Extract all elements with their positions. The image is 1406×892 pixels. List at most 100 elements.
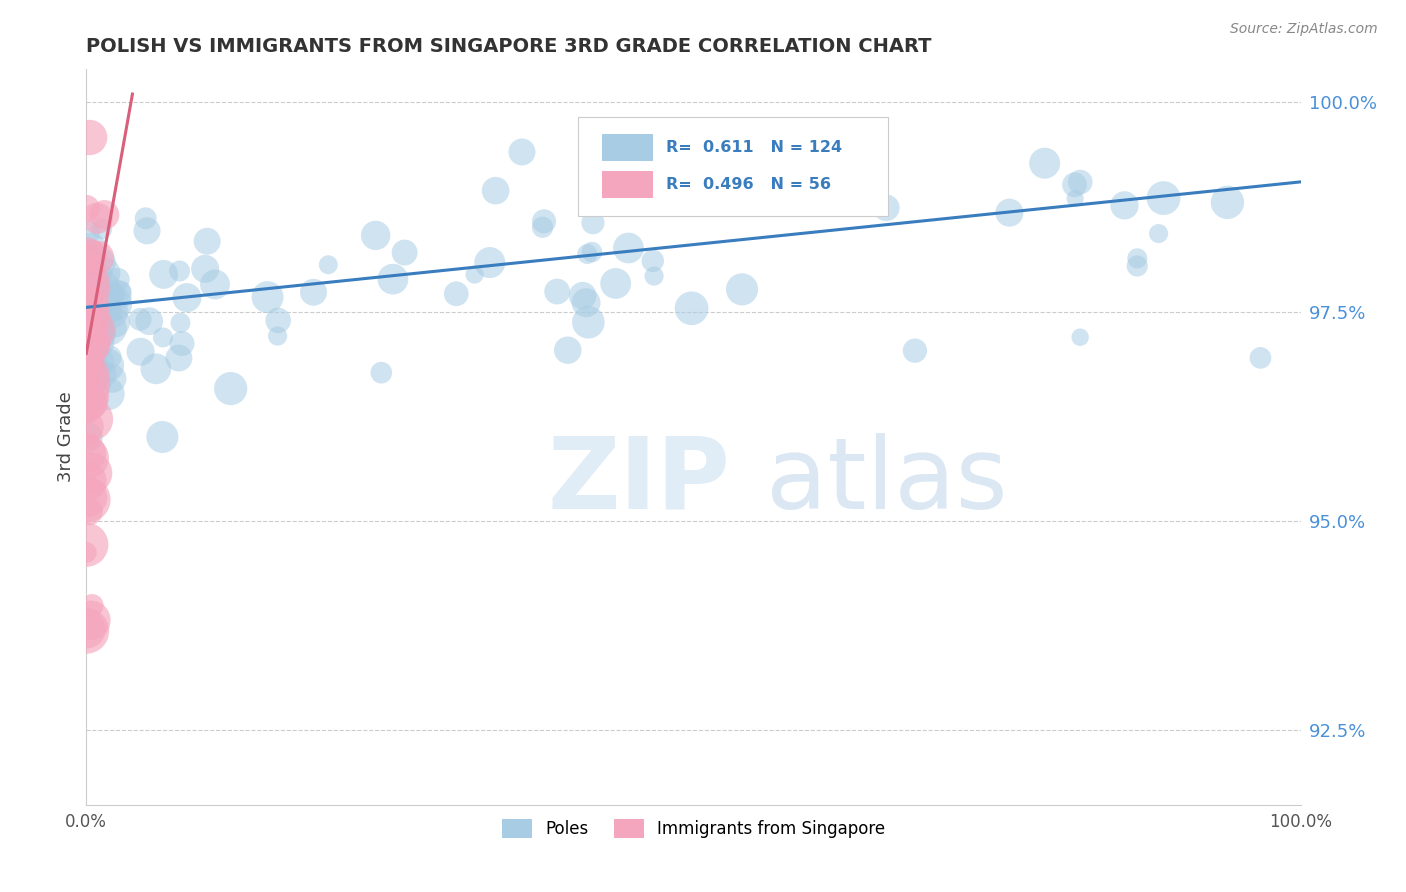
Point <box>79 260 101 275</box>
Point <box>464 268 486 282</box>
Point <box>101 371 124 385</box>
Point <box>96 359 118 373</box>
Point <box>86 335 108 350</box>
Point <box>76 310 98 325</box>
Point <box>557 343 579 358</box>
Point <box>77 368 100 383</box>
Point <box>364 228 387 243</box>
Point <box>76 226 98 240</box>
Point <box>1249 351 1271 365</box>
Point <box>1153 191 1175 205</box>
Point <box>76 419 98 434</box>
Point <box>90 222 112 236</box>
FancyBboxPatch shape <box>578 117 887 216</box>
Point <box>101 305 124 319</box>
Point <box>80 396 103 410</box>
Point <box>195 234 218 248</box>
Text: atlas: atlas <box>766 433 1008 530</box>
Point <box>394 245 416 260</box>
Point <box>76 366 98 380</box>
Point <box>77 302 100 317</box>
Point <box>75 545 97 559</box>
Point <box>84 390 107 404</box>
Point <box>80 396 103 410</box>
Point <box>87 355 110 369</box>
Point <box>77 363 100 377</box>
Point <box>83 309 105 323</box>
Point <box>87 283 110 297</box>
Point <box>582 216 605 230</box>
Point <box>478 255 501 269</box>
Point <box>643 268 665 283</box>
Point <box>80 303 103 318</box>
Point <box>852 171 875 186</box>
Point <box>76 405 98 419</box>
Point <box>76 276 98 290</box>
Point <box>862 178 884 193</box>
Point <box>136 224 159 238</box>
Point <box>97 304 120 318</box>
Point <box>605 277 627 291</box>
Point <box>302 285 325 300</box>
Point <box>1063 178 1085 192</box>
Point <box>79 283 101 297</box>
Point <box>76 324 98 338</box>
Point <box>381 272 404 286</box>
Point <box>75 538 97 552</box>
Point <box>617 241 640 255</box>
Point <box>110 284 132 298</box>
Point <box>76 333 98 347</box>
Point <box>76 446 98 460</box>
Point <box>219 382 242 396</box>
Point <box>79 242 101 256</box>
Point <box>91 327 114 342</box>
Point <box>1216 195 1239 210</box>
Point <box>138 314 160 328</box>
Point <box>129 344 152 359</box>
Point <box>107 272 129 286</box>
Point <box>76 263 98 277</box>
Point <box>86 310 108 324</box>
Point <box>80 359 103 373</box>
Point <box>80 412 103 426</box>
Point <box>79 356 101 370</box>
Point <box>83 320 105 334</box>
Point <box>1033 156 1056 170</box>
Point <box>145 361 167 376</box>
Point <box>76 311 98 326</box>
Point <box>1069 175 1091 189</box>
Point <box>82 599 104 613</box>
Point <box>152 330 174 344</box>
Point <box>76 390 98 404</box>
Point <box>77 505 100 519</box>
Point <box>75 202 97 216</box>
Point <box>80 336 103 351</box>
Point <box>86 211 108 226</box>
Point <box>93 267 115 281</box>
Point <box>169 264 191 278</box>
Point <box>84 356 107 370</box>
Point <box>80 248 103 262</box>
Point <box>76 293 98 307</box>
Point <box>533 214 555 228</box>
Point <box>79 434 101 449</box>
Point <box>80 613 103 627</box>
Point <box>576 247 599 261</box>
Point <box>76 358 98 372</box>
Point <box>170 336 193 351</box>
Text: R=  0.611   N = 124: R= 0.611 N = 124 <box>665 140 842 155</box>
Point <box>93 266 115 280</box>
Point <box>575 295 598 310</box>
Point <box>76 394 98 409</box>
Point <box>80 294 103 309</box>
Point <box>510 145 533 159</box>
Point <box>76 262 98 277</box>
Point <box>79 343 101 357</box>
Point <box>318 258 340 272</box>
Point <box>484 184 506 198</box>
Point <box>76 338 98 352</box>
Point <box>176 291 198 305</box>
FancyBboxPatch shape <box>602 135 654 161</box>
Point <box>101 288 124 302</box>
Point <box>167 351 190 365</box>
